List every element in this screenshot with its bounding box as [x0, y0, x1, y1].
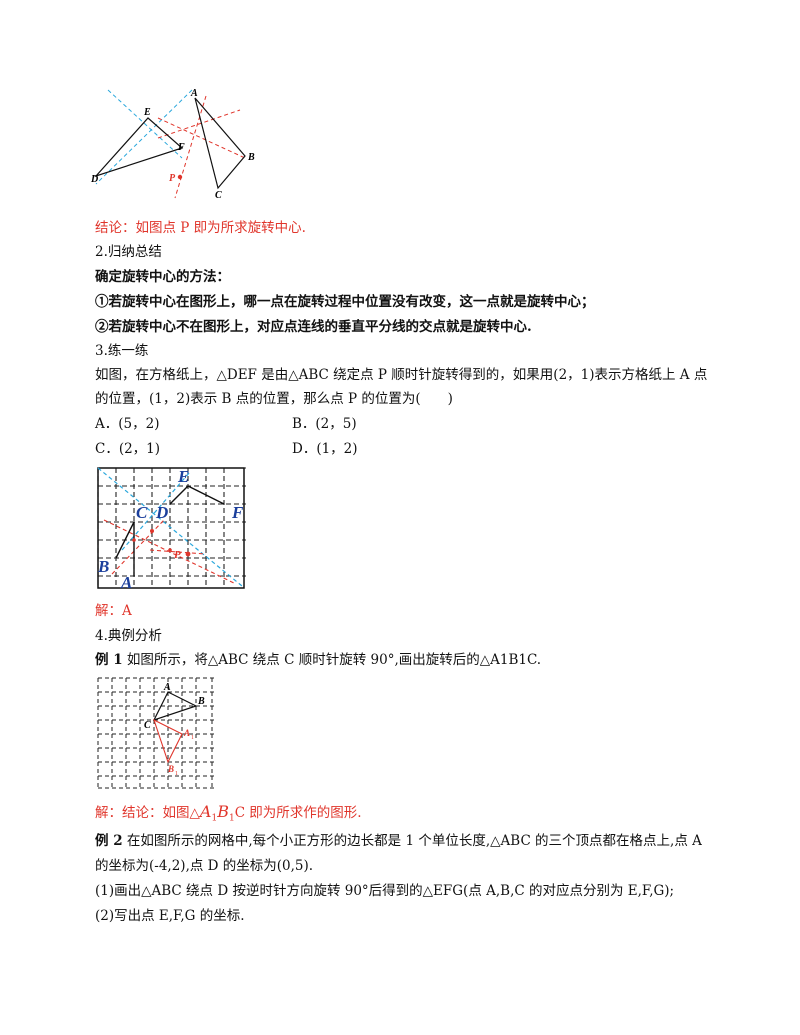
point-mid-2 [132, 538, 136, 542]
label-c: C [215, 190, 222, 200]
example-2-line-2: 的坐标为(-4,2),点 D 的坐标为(0,5). [95, 858, 314, 874]
grid-lines [97, 677, 214, 789]
option-c[interactable]: C．(2，1) [95, 441, 161, 457]
point-p [177, 174, 183, 180]
triangle-def [169, 485, 225, 505]
figure-rotation-center: E A F B D P C [90, 88, 255, 200]
answer-suffix: C 即为所求作的图形. [234, 805, 362, 821]
cyan-bisector-1 [107, 89, 183, 159]
option-a[interactable]: A．(5，2) [95, 416, 160, 432]
cyan-bisector-2 [95, 89, 193, 185]
label-d: D [90, 174, 98, 185]
method-title: 确定旋转中心的方法： [95, 269, 230, 285]
example-1-answer: 解：结论：如图△A1B1C 即为所求作的图形. [95, 803, 362, 828]
label-f: F [177, 142, 185, 153]
red-dash-2 [174, 95, 207, 199]
label-a1-sub: 1 [191, 735, 194, 741]
option-b[interactable]: B．(2，5) [292, 416, 357, 432]
label-b1: B [167, 764, 174, 774]
red-dash-1 [157, 117, 246, 159]
example-2-label: 例 2 [95, 833, 123, 849]
label-p: P [169, 173, 176, 184]
label-b: B [97, 557, 109, 576]
example-1-text: 如图所示，将△ABC 绕点 C 顺时针旋转 90°,画出旋转后的△A1B1C. [122, 652, 542, 668]
example-1-label: 例 1 [95, 652, 123, 668]
answer-a-sub: 1 [211, 813, 218, 824]
triangle-abc [115, 521, 135, 576]
example-2-text: 在如图所示的网格中,每个小正方形的边长都是 1 个单位长度,△ABC 的三个顶点… [122, 833, 702, 849]
point-mid-1 [150, 529, 154, 533]
point-mid-3 [168, 548, 172, 552]
conclusion-1: 结论：如图点 P 即为所求旋转中心. [95, 220, 306, 236]
grid-border [97, 467, 245, 589]
label-a: A [190, 88, 198, 99]
figure-grid-example-1: A B C A 1 B 1 [97, 677, 214, 789]
label-a: A [120, 573, 132, 592]
answer-practice: 解：A [95, 603, 132, 619]
label-b1-sub: 1 [175, 771, 178, 777]
label-e: E [177, 467, 189, 486]
question-line-1: 如图，在方格纸上，△DEF 是由△ABC 绕定点 P 顺时针旋转得到的，如果用(… [95, 367, 708, 383]
point-p [185, 551, 191, 557]
option-d[interactable]: D．(1，2) [292, 441, 358, 457]
answer-b-sub: 1 [228, 813, 235, 824]
triangle-abc [152, 691, 198, 722]
triangle-def [94, 117, 184, 178]
method-rule-2: ②若旋转中心不在图形上，对应点连线的垂直平分线的交点就是旋转中心. [95, 319, 532, 335]
answer-b: B [217, 802, 229, 821]
example-2-question-2: (2)写出点 E,F,G 的坐标. [95, 908, 245, 924]
section-3-heading: 3.练一练 [95, 343, 149, 359]
cyan-bisector [97, 467, 243, 587]
example-2-line-1: 例 2 在如图所示的网格中,每个小正方形的边长都是 1 个单位长度,△ABC 的… [95, 832, 702, 850]
question-line-2: 的位置，(1，2)表示 B 点的位置，那么点 P 的位置为( ) [95, 391, 453, 407]
triangle-a1b1c [153, 718, 183, 764]
method-rule-1: ①若旋转中心在图形上，哪一点在旋转过程中位置没有改变，这一点就是旋转中心； [95, 294, 595, 310]
label-c: C [136, 503, 148, 522]
label-d: D [155, 503, 168, 522]
figure-grid-practice: E C D F B A P [97, 467, 246, 592]
red-dash-3 [157, 109, 241, 139]
example-1: 例 1 如图所示，将△ABC 绕点 C 顺时针旋转 90°,画出旋转后的△A1B… [95, 651, 541, 669]
label-a: A [163, 682, 171, 693]
section-2-heading: 2.归纳总结 [95, 244, 162, 260]
answer-prefix: 解：结论：如图△ [95, 805, 200, 821]
answer-a: A [199, 802, 212, 821]
label-c: C [144, 720, 151, 731]
label-f: F [231, 503, 244, 522]
label-p: P [174, 549, 181, 561]
red-line-3 [149, 549, 207, 555]
label-e: E [143, 107, 151, 118]
red-bisector-1 [103, 519, 237, 585]
section-4-heading: 4.典例分析 [95, 628, 162, 644]
triangle-abc [194, 97, 246, 190]
red-bisector-2 [111, 519, 165, 575]
label-b: B [197, 696, 205, 707]
example-2-question-1: (1)画出△ABC 绕点 D 按逆时针方向旋转 90°后得到的△EFG(点 A,… [95, 883, 675, 899]
label-b: B [247, 152, 255, 163]
label-a1: A [183, 728, 190, 738]
